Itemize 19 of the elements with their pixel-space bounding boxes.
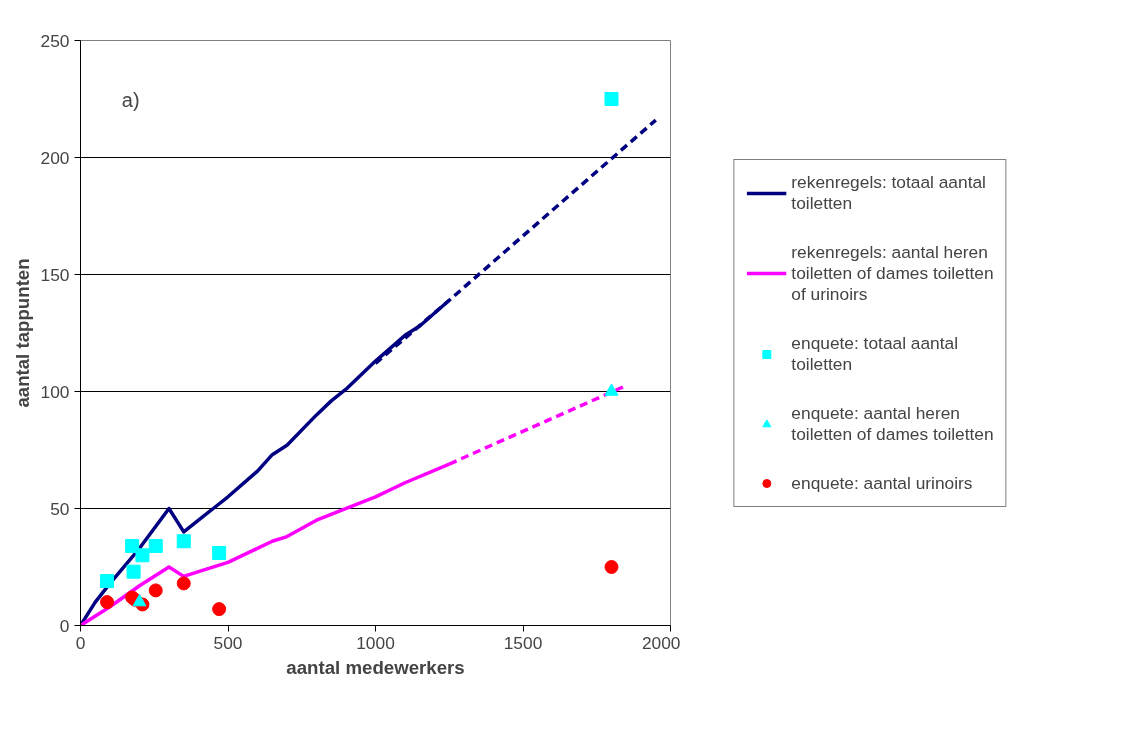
legend-label: rekenregels: totaal aantal toiletten [791, 171, 986, 214]
y-tick-label: 250 [40, 30, 70, 51]
y-tick-label: 50 [50, 498, 70, 519]
y-tick-label: 100 [40, 381, 70, 402]
legend-label: rekenregels: aantal heren toiletten of dames toiletten of urinoirs [791, 241, 994, 305]
y-tick-label: 0 [59, 615, 70, 636]
x-axis-title: aantal medewerkers [286, 656, 465, 678]
annotation: a) [121, 88, 140, 111]
x-tick-label: 500 [213, 632, 243, 653]
legend-label: enquete: totaal aantal toiletten [791, 332, 959, 375]
y-axis-title: aantal tappunten [11, 258, 33, 408]
legend-label: enquete: aantal urinoirs [791, 472, 973, 494]
y-tick-label: 150 [40, 264, 70, 285]
y-tick-label: 200 [40, 147, 70, 168]
legend-label: enquete: aantal heren toiletten of dames toiletten [791, 402, 994, 445]
x-tick-label: 2000 [641, 632, 681, 653]
x-tick-label: 1000 [356, 632, 395, 653]
x-tick-label: 1500 [503, 632, 543, 653]
x-tick-label: 0 [75, 632, 86, 653]
